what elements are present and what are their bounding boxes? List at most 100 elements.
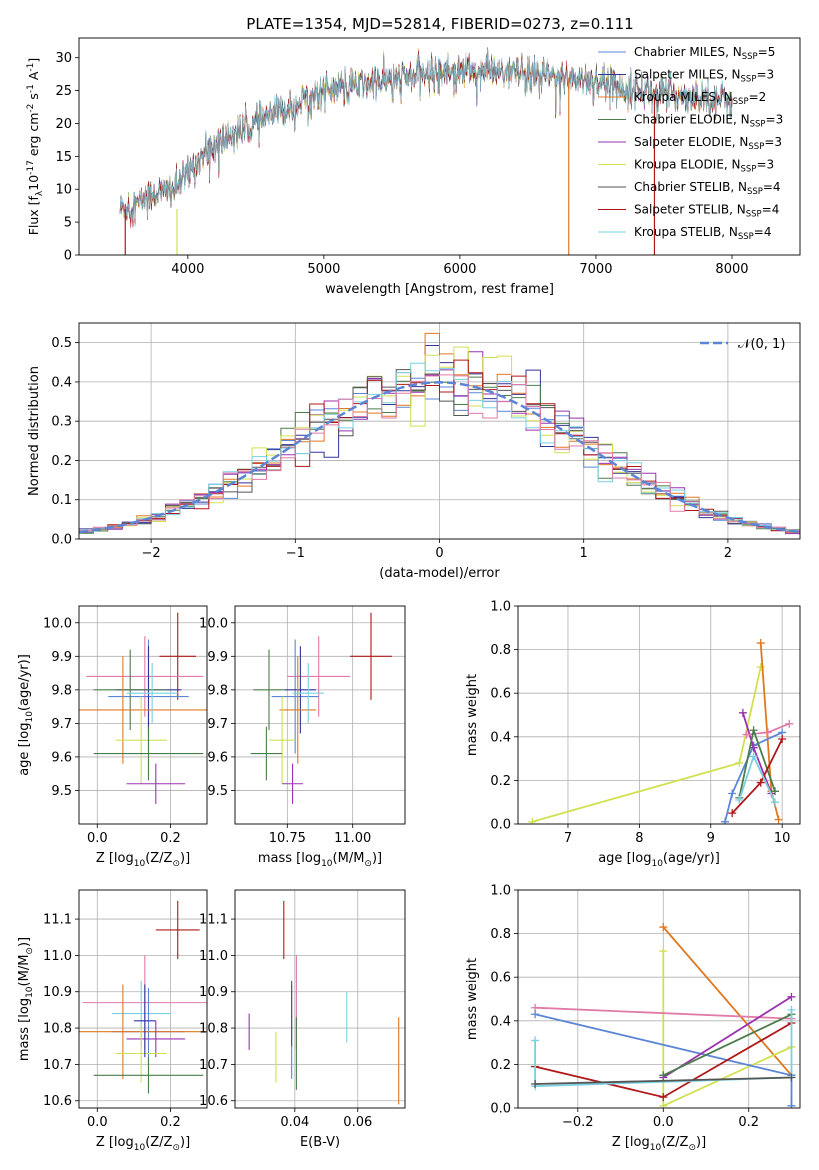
legend-label: Kroupa STELIB, NSSP=4: [634, 225, 772, 242]
weight-marker: [528, 817, 537, 824]
weight-marker: [749, 743, 758, 752]
x-axis-label: E(B-V): [300, 1135, 340, 1150]
legend-label: Chabrier MILES, NSSP=5: [634, 45, 775, 62]
y-tick-label: 0.8: [490, 643, 511, 658]
plot-area-z_weight: [531, 923, 796, 1108]
y-tick-label: 10.9: [199, 985, 228, 1000]
axes-frame: [517, 605, 801, 825]
y-tick-label: 10.7: [199, 1058, 228, 1073]
panel-mass_age: 10.75 11.00 9.5 9.6 9.7 9.8 9.9 10.0 mass [log10…: [199, 605, 406, 869]
weight-marker: [771, 798, 780, 807]
weight-line: [535, 1006, 792, 1020]
weight-marker: [787, 1101, 796, 1108]
x-tick-label: 0.06: [343, 1115, 372, 1130]
x-axis-label: mass [log10(M/M⊙)]: [258, 851, 382, 869]
weight-marker: [787, 992, 796, 1001]
y-tick-label: 0.8: [490, 927, 511, 942]
y-tick-label: 10.0: [199, 616, 228, 631]
y-tick-label: 10: [55, 183, 72, 198]
plot-area-z_mass: [79, 900, 207, 1094]
weight-marker: [728, 809, 737, 818]
y-tick-label: 20: [55, 117, 72, 132]
weight-marker: [531, 1080, 540, 1089]
x-axis-label: Z [log10(Z/Z⊙)]: [612, 1135, 706, 1153]
y-tick-label: 10.8: [43, 1022, 72, 1037]
y-tick-label: 9.6: [51, 750, 72, 765]
figure-title: PLATE=1354, MJD=52814, FIBERID=0273, z=0…: [246, 15, 633, 33]
weight-marker: [659, 1093, 668, 1102]
axes-frame: [78, 322, 801, 540]
y-tick-label: 0.5: [51, 336, 72, 351]
panel-spectrum: 4000 5000 6000 7000 8000 0 5 10 15 20 25 30 waveleng…: [26, 37, 801, 297]
plot-area-spectrum: [119, 47, 733, 255]
axes-frame: [78, 889, 208, 1109]
panel-age_weight: 7 8 9 10 0.0 0.2 0.4 0.6 0.8 1.0 age [log10(age/yr…: [465, 600, 801, 869]
y-axis-label: mass [log10(M/M⊙)]: [17, 937, 35, 1061]
y-tick-label: 5: [64, 216, 72, 231]
x-tick-label: 2: [724, 546, 732, 561]
x-tick-label: 10: [774, 831, 791, 846]
y-tick-label: 10.9: [43, 985, 72, 1000]
weight-marker: [774, 815, 783, 824]
x-tick-label: 0.0: [87, 831, 108, 846]
y-axis-label: mass weight: [465, 958, 480, 1040]
weight-marker: [778, 734, 787, 743]
weight-marker: [787, 1005, 796, 1014]
y-tick-label: 0.6: [490, 971, 511, 986]
weight-marker: [749, 726, 758, 735]
y-tick-label: 0.2: [51, 454, 72, 469]
plot-area-residuals: [79, 332, 800, 535]
legend-label: Chabrier STELIB, NSSP=4: [634, 180, 781, 197]
x-axis-label: Z [log10(Z/Z⊙)]: [96, 851, 190, 869]
y-tick-label: 15: [55, 150, 72, 165]
panel-ebv_mass: 0.04 0.06 10.6 10.7 10.8 10.9 11.0 11.1 E(B-V): [199, 889, 406, 1150]
x-tick-label: 0.2: [160, 831, 181, 846]
y-tick-label: 1.0: [490, 884, 511, 899]
y-tick-label: 0.0: [51, 533, 72, 548]
x-tick-label: −2: [142, 546, 161, 561]
y-tick-label: 0.1: [51, 493, 72, 508]
weight-line: [724, 731, 783, 823]
axes-frame: [78, 37, 801, 256]
gaussian-curve: [79, 381, 800, 534]
weight-line: [662, 926, 793, 1076]
y-tick-label: 30: [55, 51, 72, 66]
x-axis-label: Z [log10(Z/Z⊙)]: [96, 1135, 190, 1153]
axes-frame: [517, 889, 801, 1109]
weight-marker: [738, 708, 747, 717]
x-tick-label: 8: [635, 831, 643, 846]
x-tick-label: 7: [564, 831, 572, 846]
x-tick-label: 0.0: [653, 1115, 674, 1130]
plot-area-ebv_mass: [248, 900, 400, 1105]
y-tick-label: 0.4: [490, 1014, 511, 1029]
x-tick-label: 7000: [579, 262, 612, 277]
axes-frame: [234, 889, 406, 1109]
x-tick-label: 0.2: [738, 1115, 759, 1130]
x-tick-label: 0.0: [87, 1115, 108, 1130]
weight-line: [534, 1009, 793, 1088]
x-tick-label: −0.2: [562, 1115, 594, 1130]
y-tick-label: 10.6: [43, 1094, 72, 1109]
x-axis-label: (data-model)/error: [379, 566, 500, 581]
plot-area-mass_age: [250, 612, 392, 804]
y-tick-label: 10.8: [199, 1022, 228, 1037]
legend-label: Salpeter STELIB, NSSP=4: [634, 203, 779, 220]
y-tick-label: 0.4: [51, 375, 72, 390]
weight-marker: [721, 817, 730, 824]
x-tick-label: 8000: [715, 262, 748, 277]
y-tick-label: 0.6: [490, 687, 511, 702]
y-tick-label: 0.2: [490, 774, 511, 789]
y-tick-label: 9.5: [207, 784, 228, 799]
y-axis-label: Flux [fλ10-17 erg cm-2 s-1 A-1]: [26, 58, 45, 236]
weight-marker: [787, 1073, 796, 1082]
weight-marker: [659, 947, 668, 956]
weight-marker: [756, 778, 765, 787]
x-tick-label: 0.04: [280, 1115, 309, 1130]
weight-line: [662, 1013, 792, 1077]
y-tick-label: 10.0: [43, 616, 72, 631]
weight-marker: [728, 789, 737, 798]
y-tick-label: 9.8: [51, 683, 72, 698]
weight-marker: [785, 719, 794, 728]
y-tick-label: 10.6: [199, 1094, 228, 1109]
